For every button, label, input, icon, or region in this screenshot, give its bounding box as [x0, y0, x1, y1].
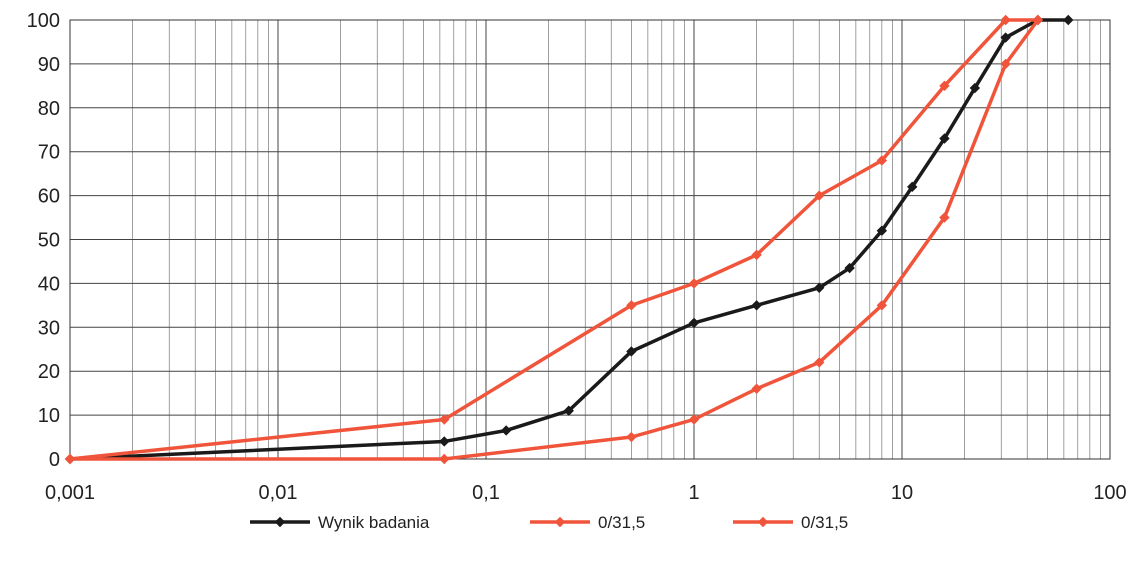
data-point	[563, 405, 574, 416]
y-tick-label: 20	[38, 361, 60, 383]
data-point	[751, 383, 762, 394]
chart-legend: Wynik badania 0/31,5 0/31,5	[250, 513, 848, 532]
series-3	[64, 14, 1044, 465]
legend-label: Wynik badania	[318, 513, 430, 532]
y-tick-label: 90	[38, 54, 60, 76]
data-point	[1032, 14, 1044, 26]
data-point	[626, 431, 637, 443]
data-point	[939, 80, 950, 92]
y-tick-label: 60	[38, 186, 60, 208]
data-point	[688, 317, 700, 329]
data-point	[751, 300, 762, 311]
data-point	[876, 225, 888, 236]
y-tick-label: 0	[49, 449, 60, 471]
series-lines	[64, 14, 1074, 465]
y-tick-label: 80	[38, 98, 60, 120]
data-point	[1000, 32, 1011, 43]
plot-area-frame	[69, 19, 1111, 460]
data-point	[844, 262, 855, 274]
data-point	[626, 346, 637, 357]
plot-grid	[69, 19, 1111, 460]
x-axis-tick-labels: 0,001 0,01 0,1 1 10 100	[45, 482, 1127, 504]
y-tick-label: 40	[38, 273, 60, 295]
y-tick-label: 10	[38, 405, 60, 427]
x-tick-label: 0,001	[45, 482, 95, 504]
y-tick-label: 50	[38, 230, 60, 252]
legend-item-2: 0/31,5	[530, 513, 645, 532]
y-tick-label: 70	[38, 142, 60, 164]
series-line	[70, 18, 1040, 461]
data-point	[907, 181, 918, 193]
x-tick-label: 100	[1093, 482, 1126, 504]
x-tick-label: 0,01	[259, 482, 298, 504]
legend-item-3: 0/31,5	[733, 513, 848, 532]
legend-item-1: Wynik badania	[250, 513, 430, 532]
legend-label: 0/31,5	[598, 513, 645, 532]
data-point	[814, 282, 825, 293]
series-line	[69, 18, 1069, 461]
data-point	[1063, 14, 1074, 26]
data-point	[814, 357, 825, 368]
data-point	[439, 414, 450, 425]
data-point	[439, 453, 450, 465]
x-tick-label: 1	[688, 482, 699, 504]
y-axis-tick-labels: 0 10 20 30 40 50 60 70 80 90 100	[27, 10, 60, 471]
data-point	[876, 300, 888, 311]
x-tick-label: 0,1	[472, 482, 500, 504]
data-point	[688, 278, 700, 289]
data-point	[876, 155, 888, 166]
data-point	[64, 453, 76, 465]
data-point	[1000, 14, 1011, 26]
data-point	[939, 212, 950, 223]
legend-marker	[554, 516, 566, 528]
data-point	[939, 133, 950, 144]
legend-marker	[757, 516, 769, 528]
legend-label: 0/31,5	[801, 513, 848, 532]
y-tick-label: 30	[38, 317, 60, 339]
x-tick-label: 10	[891, 482, 913, 504]
data-point	[688, 414, 700, 425]
data-point	[814, 190, 825, 201]
legend-marker	[274, 516, 286, 528]
data-point	[626, 300, 637, 311]
data-point	[500, 425, 512, 436]
data-point	[439, 436, 450, 447]
data-point	[1000, 58, 1011, 70]
y-tick-label: 100	[27, 10, 60, 32]
data-point	[969, 82, 981, 94]
series-line	[69, 18, 1038, 461]
data-point	[751, 249, 762, 261]
